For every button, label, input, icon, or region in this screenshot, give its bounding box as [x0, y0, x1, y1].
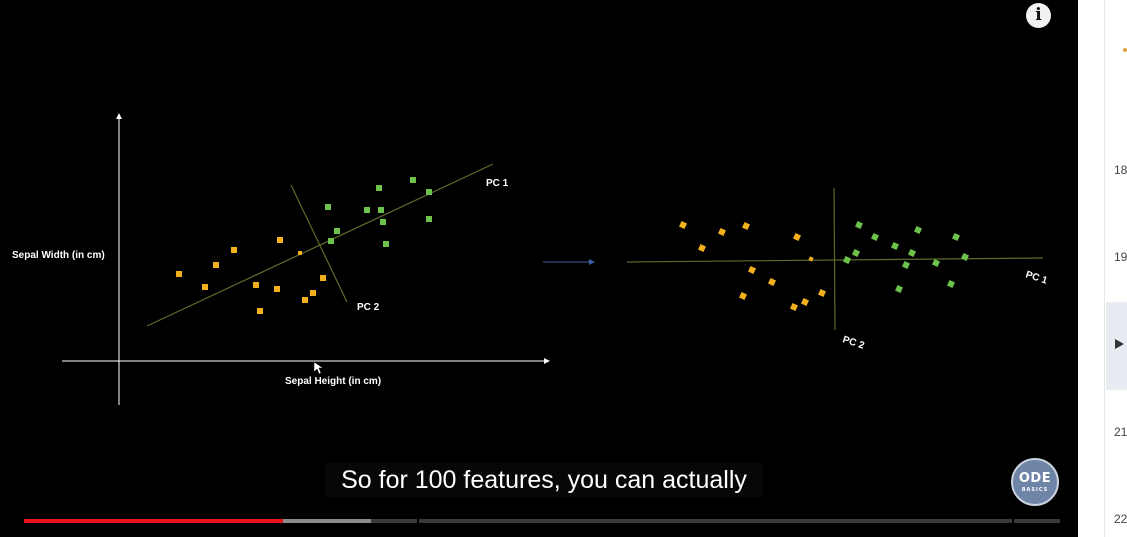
playlist-sidebar — [1078, 0, 1127, 537]
class-a-points-right — [679, 221, 826, 311]
class-a-points-left — [176, 237, 326, 314]
playlist-item-number[interactable]: 19 — [1114, 250, 1127, 264]
y-axis-label: Sepal Width (in cm) — [12, 250, 105, 261]
progress-bar[interactable] — [24, 519, 1060, 524]
sidebar-divider — [1104, 0, 1105, 537]
pc2-label-right: PC 2 — [841, 334, 866, 351]
class-b-points-left — [325, 177, 432, 247]
pc1-label-left: PC 1 — [486, 178, 509, 189]
mouse-cursor — [313, 361, 324, 375]
chapter-gap — [417, 519, 419, 523]
progress-played — [24, 519, 283, 523]
video-player[interactable]: Sepal Width (in cm) Sepal Height (in cm)… — [0, 0, 1078, 537]
slide-canvas: Sepal Width (in cm) Sepal Height (in cm)… — [12, 113, 1049, 405]
pc2-line-right — [833, 187, 836, 331]
play-icon — [1115, 339, 1124, 349]
pc2-label-left: PC 2 — [357, 302, 380, 313]
sidebar-dot — [1123, 48, 1127, 52]
channel-logo[interactable]: ODE BASICS — [1011, 458, 1059, 506]
pc1-label-right: PC 1 — [1024, 269, 1049, 286]
chapter-gap — [1012, 519, 1014, 523]
x-axis-label: Sepal Height (in cm) — [285, 376, 381, 387]
info-icon[interactable]: i — [1026, 3, 1051, 28]
logo-top-text: ODE — [1018, 471, 1052, 486]
pc2-line-left — [290, 184, 348, 303]
playlist-item-number[interactable]: 21 — [1114, 425, 1127, 439]
playlist-item-number[interactable]: 22 — [1114, 512, 1127, 526]
progress-track — [24, 519, 1060, 523]
class-b-points-right — [843, 221, 969, 293]
playlist-item-number[interactable]: 18 — [1114, 163, 1127, 177]
caption-text: So for 100 features, you can actually — [325, 463, 763, 497]
logo-bottom-text: BASICS — [1021, 487, 1049, 493]
